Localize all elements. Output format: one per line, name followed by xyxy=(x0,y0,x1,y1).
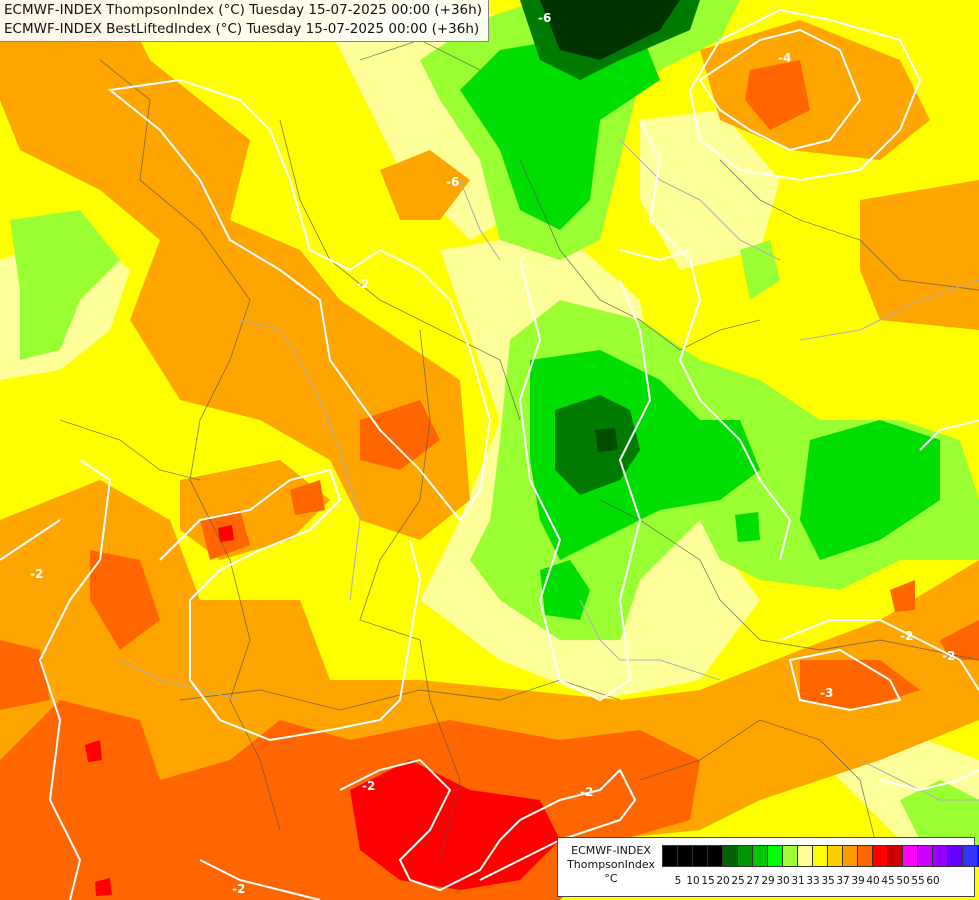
legend-tick-label: 37 xyxy=(836,875,850,887)
map-title-box: ECMWF-INDEX ThompsonIndex (°C) Tuesday 1… xyxy=(0,0,489,42)
legend-field-name: ThompsonIndex xyxy=(567,858,655,871)
legend-tick-label: 27 xyxy=(746,875,760,887)
legend-swatch xyxy=(737,845,753,867)
legend-swatch xyxy=(767,845,783,867)
legend-tick-label: 10 xyxy=(686,875,700,887)
legend-title: ECMWF-INDEX ThompsonIndex °C xyxy=(562,844,660,886)
legend-tick-label: 55 xyxy=(911,875,925,887)
legend-tick-label: 45 xyxy=(881,875,895,887)
legend-swatch xyxy=(692,845,708,867)
legend-swatch xyxy=(782,845,798,867)
contour-label: -3 xyxy=(820,686,833,700)
contour-label: -2 xyxy=(362,779,375,793)
legend-tick-label: 15 xyxy=(701,875,715,887)
legend-tick-label: 31 xyxy=(791,875,805,887)
legend-tick-label: 39 xyxy=(851,875,865,887)
lifted-index-contours xyxy=(0,8,979,900)
legend-tick-label: 60 xyxy=(926,875,940,887)
legend-tick-label: 20 xyxy=(716,875,730,887)
country-borders xyxy=(59,39,979,861)
legend-swatch xyxy=(887,845,903,867)
contour-label: -2 xyxy=(580,785,593,799)
legend-swatch xyxy=(797,845,813,867)
legend-tick-label: 30 xyxy=(776,875,790,887)
darkest-green-region xyxy=(595,428,618,452)
legend-tick-label: 29 xyxy=(761,875,775,887)
title-best-lifted-index: ECMWF-INDEX BestLiftedIndex (°C) Tuesday… xyxy=(4,21,480,37)
contour-label: -2 xyxy=(900,629,913,643)
legend-tick-label: 50 xyxy=(896,875,910,887)
contour-label: -6 xyxy=(446,175,459,189)
legend-swatch xyxy=(662,845,678,867)
legend-swatch xyxy=(857,845,873,867)
contour-label: -2 xyxy=(942,649,955,663)
legend-swatch xyxy=(842,845,858,867)
contour-labels: -2 -2 -2 -2 -2 -2 -2 -3 -4 -6 -6 xyxy=(30,11,955,896)
legend-swatch xyxy=(917,845,933,867)
contour-label: -2 xyxy=(232,882,245,896)
legend-swatch xyxy=(677,845,693,867)
legend-swatch xyxy=(812,845,828,867)
legend-tick-label: 5 xyxy=(674,875,682,887)
contour-label: -6 xyxy=(538,11,551,25)
legend-tick-label: 40 xyxy=(866,875,880,887)
legend-tick-label: 33 xyxy=(806,875,820,887)
legend-swatch xyxy=(902,845,918,867)
legend-swatch xyxy=(872,845,888,867)
legend-swatch xyxy=(722,845,738,867)
region-boundaries xyxy=(119,139,979,801)
legend-swatch xyxy=(752,845,768,867)
legend-tick-label: 35 xyxy=(821,875,835,887)
legend-swatch xyxy=(962,845,978,867)
contour-label: -4 xyxy=(778,51,791,65)
title-thompson-index: ECMWF-INDEX ThompsonIndex (°C) Tuesday 1… xyxy=(4,2,482,18)
legend-tick-label: 25 xyxy=(731,875,745,887)
legend-swatch xyxy=(932,845,948,867)
legend-model-name: ECMWF-INDEX xyxy=(571,844,651,857)
darkest-green-region xyxy=(540,0,680,60)
legend-swatch xyxy=(977,845,979,867)
legend-unit: °C xyxy=(604,872,618,885)
legend-swatch xyxy=(707,845,723,867)
color-legend: ECMWF-INDEX ThompsonIndex °C 5 10 15 20 25 27… xyxy=(557,837,979,897)
legend-swatch xyxy=(947,845,963,867)
legend-swatch xyxy=(827,845,843,867)
contour-label: -2 xyxy=(356,277,369,291)
contour-label: -2 xyxy=(30,567,43,581)
